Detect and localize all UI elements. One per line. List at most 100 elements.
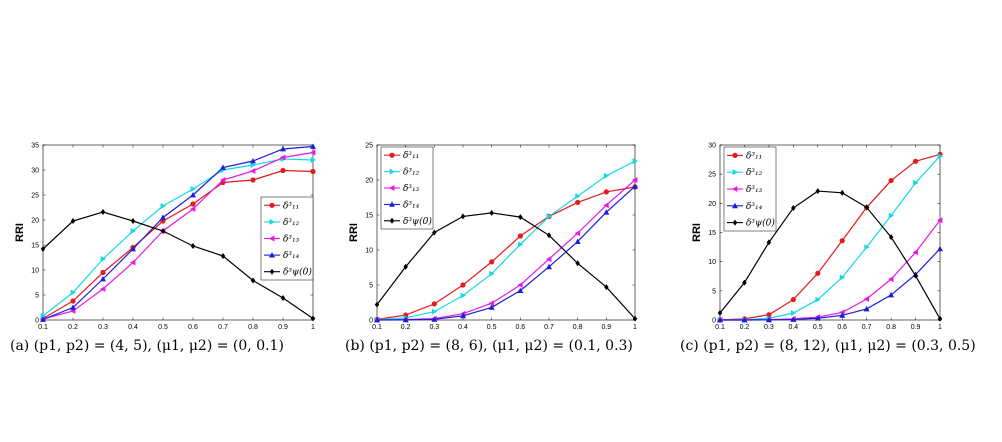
series-line-3 [42,145,314,321]
x-tick-label: 0.8 [573,324,583,331]
legend-marker-2 [269,235,275,242]
data-point-s3 [488,304,495,310]
legend-label-0: δ³₁₁ [746,151,762,161]
legend-label-1: δ³₁₂ [746,168,763,178]
legend: δ³₁₁ δ³₁₂ δ³₁₃ δ³₁₄ δ³ψ(0) [380,146,434,230]
data-point-s3 [70,304,76,310]
x-tick-label: 0.9 [601,324,611,331]
data-point-s2 [488,300,495,307]
x-tick-label: 0.9 [911,324,921,331]
data-point-s1 [40,313,46,319]
data-point-s4 [489,209,494,216]
data-point-s4 [160,228,166,234]
data-point-s4 [518,214,523,221]
data-point-s4 [913,272,918,279]
caption-b: (b) (p1, p2) = (8, 6), (μ1, μ2) = (0.1, … [345,338,633,354]
data-point-s1 [190,186,196,192]
data-point-s4 [742,279,747,286]
data-point-s4 [250,277,256,284]
series-line-0 [376,186,636,320]
data-point-s3 [888,291,895,298]
data-point-s3 [160,214,166,220]
caption-c: (c) (p1, p2) = (8, 12), (μ1, μ2) = (0.3,… [680,338,976,354]
line-chart-b: 0.10.20.30.40.50.60.70.80.910510152025ηR… [348,143,638,335]
plot-area: 0.10.20.30.40.50.60.70.80.910510152025ηR… [348,143,638,335]
legend-label-4: δ³ψ(0) [283,267,312,278]
data-point-s0 [190,201,196,207]
data-point-s1 [130,228,136,234]
y-axis-label: RRI [14,223,26,242]
data-point-s0 [888,177,894,184]
data-point-s0 [431,301,437,307]
data-point-s2 [220,177,226,183]
data-point-s4 [310,315,316,322]
data-point-s4 [791,205,796,211]
legend-label-2: δ³₁₃ [283,235,300,245]
data-point-s0 [489,259,495,265]
data-point-s2 [839,309,845,316]
data-point-s4 [220,253,226,259]
series-line-1 [42,158,314,317]
y-tick-label: 30 [31,168,39,175]
x-tick-label: 0.5 [487,324,497,331]
series-line-2 [720,219,941,321]
data-point-s2 [937,217,943,224]
legend-label-1: δ³₁₂ [403,168,420,178]
data-point-s2 [603,202,609,209]
data-point-s3 [374,317,380,323]
data-point-s1 [250,162,256,168]
data-point-s3 [937,245,943,252]
y-tick-label: 20 [365,178,373,185]
data-point-s4 [766,239,772,246]
data-point-s3 [717,317,723,323]
data-point-s1 [517,241,524,248]
y-tick-label: 20 [31,218,39,225]
data-point-s4 [632,315,638,322]
legend: δ³₁₁ δ³₁₂ δ³₁₃ δ³₁₄ δ³ψ(0) [723,146,777,232]
data-point-s1 [790,310,797,316]
y-tick-label: 35 [31,143,39,150]
data-point-s3 [190,192,196,198]
data-point-s1 [575,193,581,200]
data-point-s4 [575,260,580,267]
data-point-s4 [937,315,943,322]
data-point-s1 [546,213,552,220]
data-point-s4 [604,284,609,291]
data-point-s1 [603,172,610,179]
data-point-s3 [546,263,552,270]
legend-marker-4 [732,219,738,226]
y-tick-label: 5 [712,288,716,295]
x-tick-label: 0.7 [862,324,872,331]
series-line-1 [719,155,941,321]
series-line-3 [720,248,941,321]
data-point-s4 [432,229,437,236]
line-chart-c: 0.1 0.2 0.3 0.4 0.5 0.6 0.7 0.8 0.9 1051015202530… [691,143,943,335]
legend-marker-3 [389,201,395,207]
y-tick-label: 15 [708,230,716,237]
plot-area: 0.1 0.2 0.3 0.4 0.5 0.6 0.7 0.8 0.9 1051015202530… [691,143,943,335]
legend-marker-4 [269,268,275,275]
data-point-s0 [70,298,76,304]
data-point-s0 [460,282,466,288]
y-tick-label: 25 [31,193,39,200]
y-axis-label: RRI [348,223,360,242]
x-axis-label: η [502,332,510,335]
data-point-s4 [864,204,869,211]
data-point-s2 [130,259,136,266]
data-point-s2 [280,154,286,161]
x-tick-label: 0.6 [188,324,198,331]
data-point-s2 [100,286,106,292]
data-point-s1 [431,308,438,315]
x-tick-label: 0.3 [429,324,439,331]
data-point-s0 [912,158,919,164]
data-point-s2 [546,256,552,263]
data-point-s1 [864,244,870,251]
data-point-s4 [888,234,894,241]
data-point-s4 [100,209,106,215]
y-tick-label: 5 [35,293,39,300]
data-point-s0 [517,233,523,239]
data-point-s1 [310,157,316,163]
data-point-s3 [814,315,821,321]
data-point-s1 [937,153,943,160]
legend-marker-3 [732,202,738,209]
